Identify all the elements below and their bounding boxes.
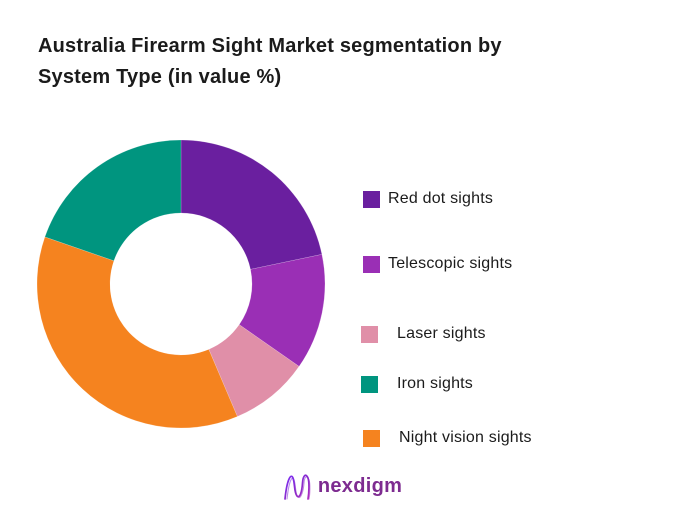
legend-label: Night vision sights [399, 429, 532, 446]
legend-swatch [361, 375, 378, 393]
legend-swatch [361, 325, 378, 343]
legend-label: Telescopic sights [388, 255, 513, 272]
donut-chart-svg [36, 139, 326, 429]
donut-segment-telescopic-sights [238, 254, 326, 367]
donut-segment-laser-sights [208, 324, 300, 417]
brand-footer: nexdigm [0, 470, 683, 503]
chart-title-line2: System Type (in value %) [38, 66, 282, 88]
donut-segment-night-vision-sights [36, 236, 238, 429]
legend-item-night-vision-sights: Night vision sights [363, 429, 532, 447]
legend-item-laser-sights: Laser sights [361, 325, 486, 343]
donut-segment-red-dot-sights [180, 139, 323, 270]
chart-title: Australia Firearm Sight Market segmentat… [38, 31, 648, 93]
legend-item-iron-sights: Iron sights [361, 375, 473, 393]
legend-swatch [363, 255, 380, 273]
donut-segment-iron-sights [44, 139, 182, 262]
nexdigm-logo-icon [283, 474, 311, 500]
brand-name: nexdigm [317, 475, 403, 497]
donut-chart [33, 136, 329, 432]
legend-label: Laser sights [397, 325, 486, 342]
legend-item-red-dot-sights: Red dot sights [363, 190, 493, 208]
legend-label: Red dot sights [388, 190, 494, 207]
legend-label: Iron sights [397, 375, 474, 392]
legend-item-telescopic-sights: Telescopic sights [363, 255, 512, 273]
legend-swatch [363, 190, 380, 208]
legend-swatch [363, 429, 380, 447]
chart-title-line1: Australia Firearm Sight Market segmentat… [38, 35, 502, 57]
